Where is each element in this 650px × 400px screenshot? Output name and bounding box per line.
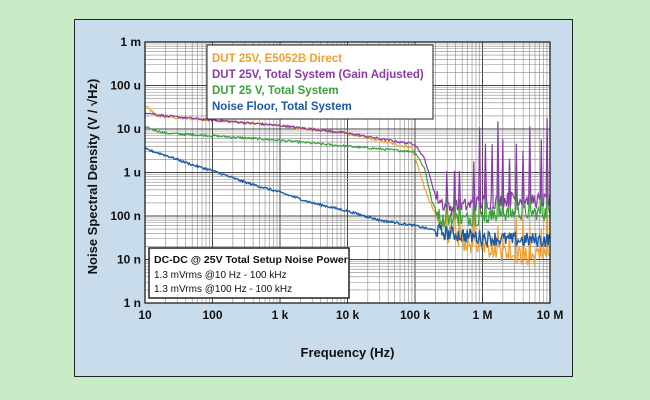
tick-labels: 10 100 1 k 10 k 100 k 1 M 10 M 1 m 100 u 10 u 1 u 1… bbox=[110, 35, 563, 322]
y-tick-label: 100 n bbox=[110, 209, 141, 223]
noise-power-annotation: DC-DC @ 25V Total Setup Noise Power 1.3 … bbox=[148, 247, 350, 299]
x-tick-label: 10 k bbox=[336, 308, 360, 322]
y-axis-label: Noise Spectral Density (V / √Hz) bbox=[85, 79, 100, 275]
legend-entry-e5052b: DUT 25V, E5052B Direct bbox=[212, 53, 342, 65]
series-noise-floor bbox=[144, 147, 551, 248]
chart-frame: 10 100 1 k 10 k 100 k 1 M 10 M 1 m 100 u 10 u 1 u 1… bbox=[74, 19, 573, 377]
annotation-line: 1.3 mVrms @10 Hz - 100 kHz bbox=[154, 270, 287, 281]
plot-border bbox=[144, 41, 551, 304]
legend-box bbox=[206, 44, 434, 120]
annotation-box bbox=[148, 247, 350, 299]
x-tick-label: 10 M bbox=[537, 308, 564, 322]
y-tick-label: 10 u bbox=[117, 122, 141, 136]
y-tick-label: 1 u bbox=[124, 166, 141, 180]
x-tick-label: 1 k bbox=[272, 308, 289, 322]
annotation-title: DC-DC @ 25V Total Setup Noise Power bbox=[154, 254, 348, 266]
annotation-line: 1.3 mVrms @100 Hz - 100 kHz bbox=[154, 284, 292, 295]
x-tick-label: 100 bbox=[202, 308, 222, 322]
y-tick-label: 1 n bbox=[124, 296, 141, 310]
noise-density-chart: 10 100 1 k 10 k 100 k 1 M 10 M 1 m 100 u 10 u 1 u 1… bbox=[85, 35, 563, 360]
y-tick-label: 1 m bbox=[120, 35, 141, 49]
legend: DUT 25V, E5052B Direct DUT 25V, Total Sy… bbox=[206, 44, 434, 120]
x-tick-label: 100 k bbox=[400, 308, 430, 322]
legend-entry-total-system: DUT 25 V, Total System bbox=[212, 85, 339, 97]
x-axis-label: Frequency (Hz) bbox=[301, 345, 395, 360]
legend-entry-noise-floor: Noise Floor, Total System bbox=[212, 101, 352, 113]
y-tick-label: 10 n bbox=[117, 253, 141, 267]
x-tick-label: 10 bbox=[138, 308, 152, 322]
series-total-system-gain-adjusted bbox=[145, 112, 551, 216]
legend-entry-gain-adjusted: DUT 25V, Total System (Gain Adjusted) bbox=[212, 69, 424, 81]
series-total-system bbox=[144, 126, 551, 228]
y-tick-label: 100 u bbox=[110, 79, 141, 93]
x-tick-label: 1 M bbox=[472, 308, 492, 322]
series-lines bbox=[144, 104, 551, 266]
